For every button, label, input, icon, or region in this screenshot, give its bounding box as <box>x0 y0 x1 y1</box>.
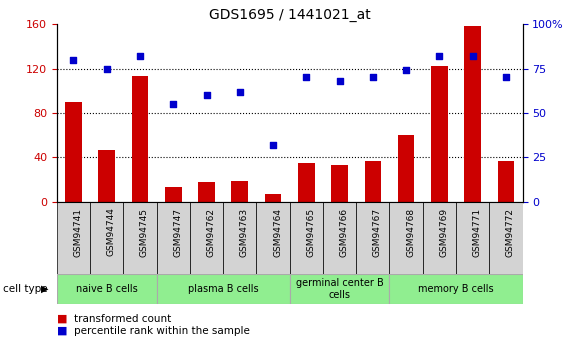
Text: germinal center B
cells: germinal center B cells <box>296 278 383 300</box>
Text: ■: ■ <box>57 314 67 324</box>
Bar <box>489 202 523 274</box>
Text: transformed count: transformed count <box>74 314 171 324</box>
Text: GSM94745: GSM94745 <box>140 208 149 257</box>
Point <box>435 53 444 59</box>
Bar <box>265 194 281 202</box>
Bar <box>190 202 223 274</box>
Text: GSM94744: GSM94744 <box>107 208 116 256</box>
Bar <box>390 274 523 304</box>
Text: plasma B cells: plasma B cells <box>188 284 258 294</box>
Text: GSM94769: GSM94769 <box>440 208 448 257</box>
Point <box>502 75 511 80</box>
Bar <box>223 202 256 274</box>
Bar <box>498 161 514 202</box>
Bar <box>323 202 356 274</box>
Point <box>402 68 411 73</box>
Bar <box>98 150 115 202</box>
Text: ▶: ▶ <box>40 284 48 294</box>
Bar <box>165 187 182 202</box>
Point <box>335 78 344 84</box>
Bar <box>290 202 323 274</box>
Text: GSM94762: GSM94762 <box>207 208 215 257</box>
Bar <box>398 135 415 202</box>
Bar <box>90 202 123 274</box>
Text: GSM94766: GSM94766 <box>340 208 349 257</box>
Bar <box>157 274 290 304</box>
Text: GSM94765: GSM94765 <box>306 208 315 257</box>
Bar <box>123 202 157 274</box>
Point <box>169 101 178 107</box>
Point <box>202 92 211 98</box>
Point <box>135 53 144 59</box>
Text: cell type: cell type <box>3 284 48 294</box>
Bar <box>232 181 248 202</box>
Bar <box>365 161 381 202</box>
Text: memory B cells: memory B cells <box>418 284 494 294</box>
Text: GSM94747: GSM94747 <box>173 208 182 257</box>
Point <box>468 53 477 59</box>
Bar <box>331 165 348 202</box>
Text: GSM94768: GSM94768 <box>406 208 415 257</box>
Text: GSM94764: GSM94764 <box>273 208 282 257</box>
Bar <box>390 202 423 274</box>
Bar <box>57 202 90 274</box>
Bar <box>465 26 481 202</box>
Text: GSM94741: GSM94741 <box>73 208 82 257</box>
Bar <box>157 202 190 274</box>
Bar <box>356 202 390 274</box>
Bar <box>132 76 148 202</box>
Point <box>269 142 278 148</box>
Point <box>102 66 111 71</box>
Bar <box>198 182 215 202</box>
Text: percentile rank within the sample: percentile rank within the sample <box>74 326 250 336</box>
Text: GSM94771: GSM94771 <box>473 208 482 257</box>
Text: ■: ■ <box>57 326 67 336</box>
Bar <box>256 202 290 274</box>
Text: GSM94772: GSM94772 <box>506 208 515 257</box>
Point <box>235 89 244 95</box>
Text: naive B cells: naive B cells <box>76 284 137 294</box>
Bar <box>456 202 489 274</box>
Text: GSM94763: GSM94763 <box>240 208 249 257</box>
Bar <box>57 274 157 304</box>
Bar <box>290 274 390 304</box>
Bar <box>431 66 448 202</box>
Point <box>302 75 311 80</box>
Point <box>368 75 377 80</box>
Text: GSM94767: GSM94767 <box>373 208 382 257</box>
Bar <box>65 102 82 202</box>
Bar <box>423 202 456 274</box>
Point <box>69 57 78 62</box>
Bar <box>298 163 315 202</box>
Title: GDS1695 / 1441021_at: GDS1695 / 1441021_at <box>209 8 370 22</box>
